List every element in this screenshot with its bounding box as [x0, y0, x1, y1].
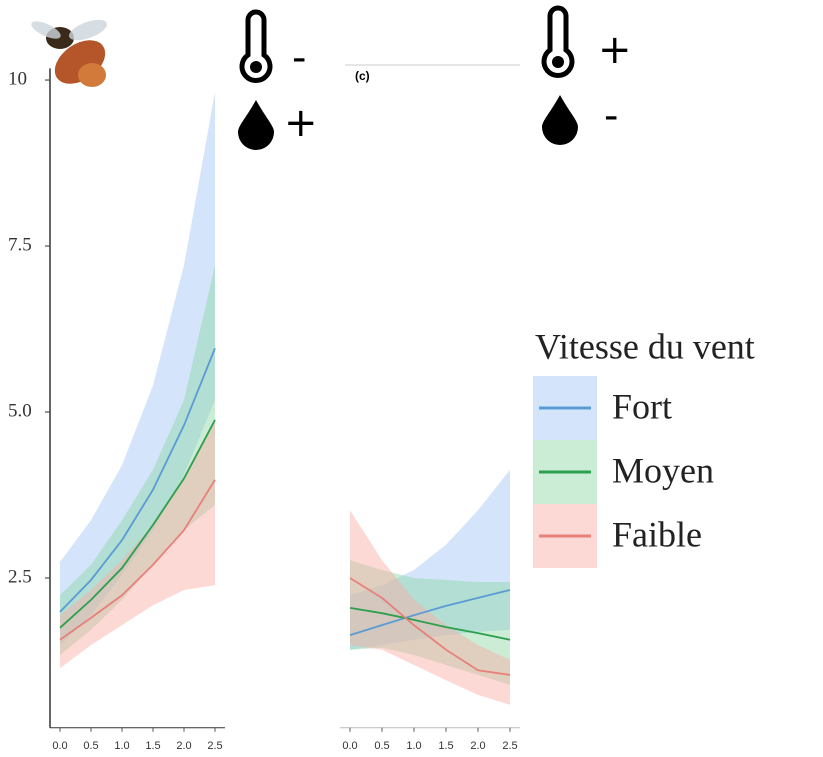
thermometer-bulb [250, 61, 262, 73]
legend-label: Fort [612, 386, 672, 426]
x-tick-label: 2.0 [176, 740, 191, 752]
x-tick-label: 0.0 [52, 740, 67, 752]
climate-annotation: + [598, 27, 632, 73]
confidence-band [60, 419, 215, 669]
x-tick-label: 1.0 [114, 740, 129, 752]
series-line [349, 589, 511, 636]
thermometer-icon [239, 9, 273, 83]
confidence-band [350, 510, 510, 705]
x-tick-label: 2.5 [502, 740, 517, 752]
x-tick-label: 0.5 [374, 740, 389, 752]
series-line [349, 577, 511, 676]
y-tick-label: 5.0 [8, 400, 32, 421]
climate-annotation: - [604, 93, 618, 139]
x-tick-label: 1.0 [406, 740, 421, 752]
legend-label: Faible [612, 514, 702, 554]
climate-annotation: - [292, 35, 306, 81]
x-tick-label: 0.0 [342, 740, 357, 752]
y-tick-label: 7.5 [8, 234, 32, 255]
legend-label: Moyen [612, 450, 714, 490]
thermometer-bulb [552, 56, 564, 68]
x-tick-label: 2.5 [207, 740, 222, 752]
series-line [59, 479, 216, 641]
x-tick-label: 1.5 [145, 740, 160, 752]
bee-icon [31, 19, 107, 87]
panel-label: (c) [355, 69, 370, 83]
x-tick-label: 0.5 [83, 740, 98, 752]
y-tick-label: 2.5 [8, 566, 32, 587]
thermometer-icon [541, 5, 575, 78]
x-tick-label: 1.5 [438, 740, 453, 752]
climate-annotation: + [284, 100, 318, 146]
confidence-band [350, 560, 510, 685]
confidence-band [60, 91, 215, 646]
confidence-band [60, 265, 215, 656]
series-line [59, 347, 216, 613]
drop-icon [542, 95, 578, 145]
series-line [349, 606, 511, 641]
drop-icon [238, 100, 274, 150]
series-line [59, 419, 216, 629]
y-tick-label: 10 [8, 68, 27, 89]
x-tick-label: 2.0 [470, 740, 485, 752]
legend-title: Vitesse du vent [535, 326, 755, 366]
